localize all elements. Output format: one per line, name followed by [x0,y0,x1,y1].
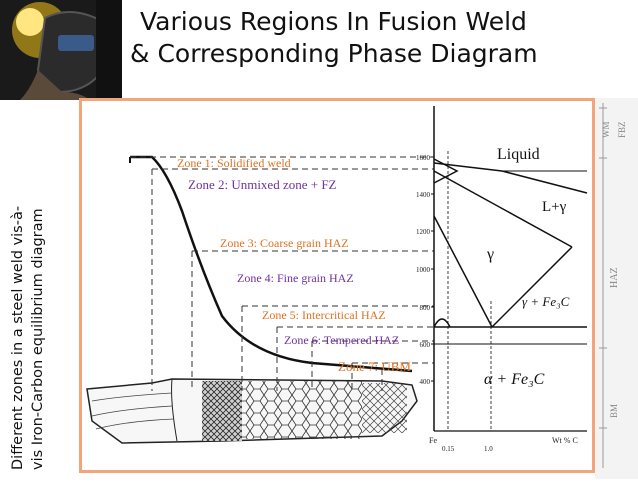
a1-knee [433,318,451,328]
weld-cross-section [86,378,418,444]
temp-tick-1000: 1000 [416,266,431,274]
scale-label-wm: WM [601,122,611,139]
temp-tick-1600: 1600 [416,154,431,162]
zone-label-6: Zone 6: Tempered HAZ [284,333,399,347]
a3-line [433,215,493,328]
zone-label-1: Zone 1: Solidified weld [177,156,291,170]
zone-label-3: Zone 3: Coarse grain HAZ [220,236,349,250]
temperature-curve [130,155,413,373]
zone-boundaries [130,156,434,364]
scale-label-fbz: FBZ [617,121,627,138]
zone-label-2: Zone 2: Unmixed zone + FZ [188,177,337,192]
phase-liquid: Liquid [497,146,540,163]
temp-tick-800: 800 [420,304,431,312]
acm-line [491,246,573,328]
scale-label-bm: BM [609,404,619,418]
comp-tick-10: 1.0 [484,445,493,453]
phase-diagram [433,106,588,432]
comp-tick-015: 0.15 [442,445,455,453]
diagram-frame: Zone 1: Solidified weld Zone 2: Unmixed z… [79,98,595,473]
side-caption-line-2: vis Iron-Carbon equilibrium diagram [30,208,46,470]
scale-label-haz: HAZ [609,267,620,288]
comp-axis-unit: Wt % C [552,436,578,445]
side-caption-line-1: Different zones in a steel weld vis-à- [10,205,26,470]
temp-tick-600: 600 [420,341,431,349]
liquidus-line [433,162,588,194]
side-caption: Different zones in a steel weld vis-à- v… [8,100,48,470]
zone-labels: Zone 1: Solidified weld Zone 2: Unmixed z… [177,156,411,374]
phase-gamma: γ [486,246,494,263]
temp-tick-1200: 1200 [416,228,431,236]
zone-label-5: Zone 5: Intercritical HAZ [262,308,386,322]
temperature-ticks: 1600 1400 1200 1000 800 600 400 [416,154,434,386]
zone-label-4: Zone 4: Fine grain HAZ [237,271,354,285]
phase-l-gamma: L+γ [542,199,567,215]
title-line-2: & Corresponding Phase Diagram [130,39,538,68]
solidus-line [433,170,573,248]
weld-phase-diagram: Zone 1: Solidified weld Zone 2: Unmixed z… [86,106,588,453]
comp-axis-element: Fe [429,436,437,445]
temp-tick-1400: 1400 [416,191,431,199]
welder-logo [0,0,122,100]
phase-gamma-fe3c: γ + Fe₃C [522,294,570,309]
temp-tick-400: 400 [420,378,431,386]
phase-alpha-fe3c: α + Fe₃C [484,371,545,388]
delta-loop [433,158,459,184]
zone-verticals [151,169,383,391]
title-line-1: Various Regions In Fusion Weld [140,7,527,36]
zone-label-7: Zone 7: UBM [338,359,411,374]
slide-title: Various Regions In Fusion Weld & Corresp… [130,6,630,70]
scale-strip: WM FBZ HAZ BM [595,98,638,479]
